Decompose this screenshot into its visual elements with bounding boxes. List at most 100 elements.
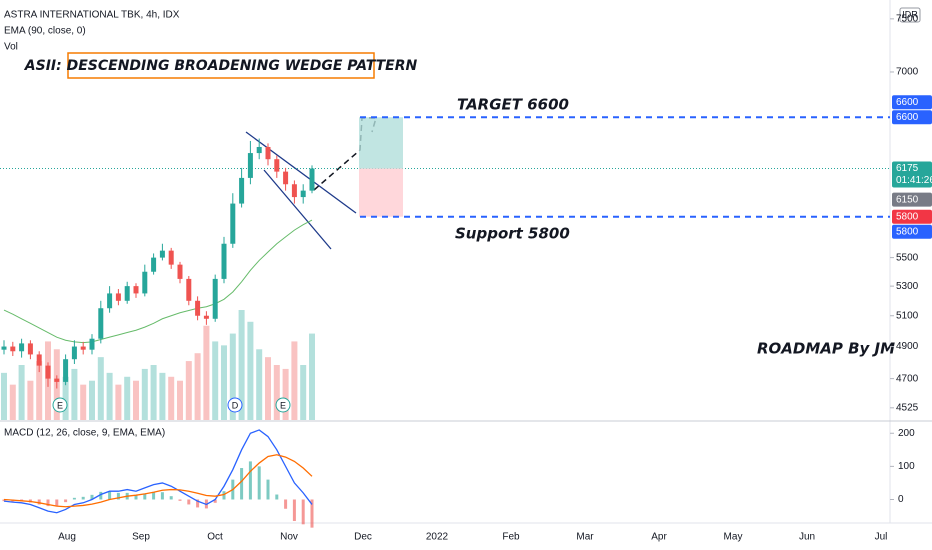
price-badge-label: 6600 — [896, 97, 919, 108]
volume-bar — [309, 333, 315, 420]
macd-histogram-bar — [46, 499, 50, 507]
macd-histogram-bar — [275, 494, 279, 500]
candle-body — [89, 338, 95, 350]
x-tick-label: Feb — [502, 532, 520, 543]
volume-bar — [177, 380, 183, 420]
volume-bar — [9, 384, 16, 420]
x-tick-label: Jul — [875, 532, 888, 543]
volume-bar — [80, 384, 87, 420]
macd-histogram-bar — [72, 497, 76, 500]
signature: ROADMAP By JM — [757, 340, 895, 358]
candle-body — [151, 257, 157, 272]
volume-bar — [282, 368, 289, 420]
event-marker — [52, 397, 68, 413]
volume-bar — [89, 380, 95, 420]
candle-body — [10, 346, 16, 352]
y-tick-label: 7500 — [896, 13, 919, 24]
y-tick-label: 4700 — [896, 373, 919, 384]
chart-title: ASII: DESCENDING BROADENING WEDGE PATTER… — [24, 58, 418, 74]
price-badge — [892, 224, 932, 239]
candle-body — [212, 278, 218, 319]
volume-bar — [71, 368, 78, 420]
x-tick-label: Aug — [58, 532, 76, 543]
volume-bar — [18, 365, 25, 420]
macd-histogram-bar — [187, 499, 191, 505]
candle-body — [239, 177, 245, 204]
volume-bar — [194, 353, 201, 420]
macd-histogram-bar — [248, 461, 252, 500]
ema-line — [3, 219, 313, 344]
x-tick-label: 2022 — [426, 532, 449, 543]
volume-bar — [1, 372, 7, 420]
volume-bar — [36, 361, 43, 420]
candle-body — [19, 343, 25, 352]
macd-histogram-bar — [160, 492, 164, 500]
volume-bar — [168, 376, 175, 420]
candle-body — [107, 293, 113, 309]
x-tick-label: Sep — [132, 532, 150, 543]
candle-body — [256, 146, 262, 154]
macd-histogram-bar — [301, 499, 305, 525]
price-badge-label: 6600 — [896, 112, 919, 123]
y-tick-label: 4525 — [896, 402, 919, 413]
volume-bar — [256, 349, 263, 420]
macd-y-tick-label: 0 — [898, 494, 904, 505]
macd-histogram-bar — [257, 466, 261, 500]
volume-bar — [27, 380, 34, 420]
macd-histogram-bar — [169, 496, 173, 500]
event-label: E — [280, 400, 286, 410]
volume-bar — [238, 310, 245, 420]
macd-line — [3, 429, 313, 514]
candle-body — [63, 359, 69, 382]
volume-bar — [273, 365, 280, 420]
volume-bar — [159, 372, 166, 420]
y-tick-label: 5100 — [896, 310, 919, 321]
volume-bar — [291, 341, 298, 420]
y-tick-label: 5500 — [896, 252, 919, 263]
loss-zone — [359, 168, 403, 217]
macd-y-tick-label: 200 — [898, 428, 915, 439]
macd-y-tick-label: 100 — [898, 461, 915, 472]
price-badge-label: 5800 — [896, 226, 919, 237]
candle-body — [221, 243, 227, 279]
y-tick-label: 4900 — [896, 341, 919, 352]
x-tick-label: Jun — [799, 532, 815, 543]
macd-histogram-bar — [55, 499, 59, 507]
price-badge — [892, 95, 932, 110]
volume-bar — [212, 341, 219, 420]
candle-body — [80, 346, 86, 350]
macd-histogram-bar — [2, 499, 6, 502]
price-badge-label: 5800 — [896, 211, 919, 222]
macd-legend: MACD (12, 26, close, 9, EMA, EMA) — [4, 428, 165, 439]
event-label: D — [232, 400, 239, 410]
candle-body — [247, 153, 253, 178]
candle-body — [71, 346, 77, 360]
y-tick-label: 7000 — [896, 67, 919, 78]
candle-body — [230, 203, 236, 244]
price-badge — [892, 209, 932, 224]
candle-body — [177, 264, 183, 279]
candle-body — [203, 315, 209, 319]
macd-histogram-bar — [196, 499, 200, 508]
volume-bar — [150, 365, 157, 420]
price-badge-label: 6150 — [896, 194, 919, 205]
volume-bar — [141, 368, 148, 420]
volume-bar — [247, 321, 254, 420]
macd-histogram-bar — [310, 499, 314, 528]
macd-histogram-bar — [108, 491, 112, 500]
candle-body — [36, 354, 42, 366]
candle-body — [283, 171, 289, 185]
candle-body — [300, 190, 306, 198]
candle-body — [265, 146, 271, 160]
macd-histogram-bar — [284, 499, 288, 509]
candle-body — [133, 286, 139, 294]
y-tick-label: 5300 — [896, 281, 919, 292]
candle-body — [159, 250, 165, 258]
macd-histogram-bar — [116, 492, 120, 500]
target-annotation: TARGET 6600 — [457, 96, 569, 114]
event-label: E — [57, 400, 63, 410]
volume-bar — [203, 325, 210, 420]
macd-histogram-bar — [37, 499, 41, 505]
candle-body — [186, 278, 192, 301]
candle-body — [274, 159, 280, 172]
